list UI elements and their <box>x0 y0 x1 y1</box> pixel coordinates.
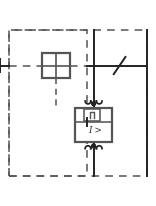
Bar <box>75 108 112 142</box>
Bar <box>9 30 147 176</box>
Circle shape <box>92 144 95 148</box>
Bar <box>84 109 100 121</box>
Text: I >: I > <box>88 126 102 135</box>
Bar <box>42 53 70 78</box>
Bar <box>9 30 87 176</box>
Circle shape <box>92 102 95 106</box>
